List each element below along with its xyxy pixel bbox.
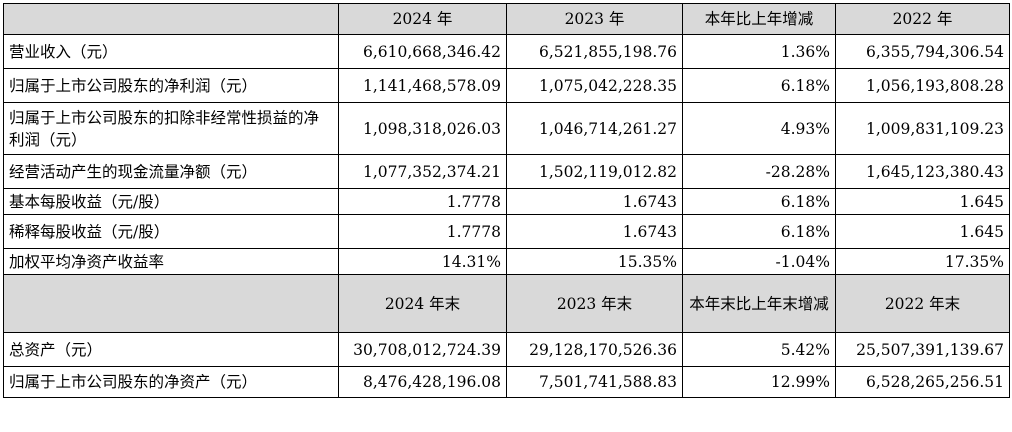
header-cell-2023: 2023 年 xyxy=(506,3,683,35)
value-cell: 14.31% xyxy=(338,248,507,275)
value-cell: 6,521,855,198.76 xyxy=(506,34,683,69)
value-cell: 1.6743 xyxy=(506,188,683,215)
header-row-years: 2024 年 2023 年 本年比上年增减 2022 年 xyxy=(3,3,1010,35)
row-label: 基本每股收益（元/股） xyxy=(3,188,339,215)
row-label: 经营活动产生的现金流量净额（元） xyxy=(3,154,339,189)
value-cell: 6,355,794,306.54 xyxy=(835,34,1010,69)
value-cell: 6,528,265,256.51 xyxy=(835,366,1010,398)
value-cell: 1,645,123,380.43 xyxy=(835,154,1010,189)
table-row: 营业收入（元） 6,610,668,346.42 6,521,855,198.7… xyxy=(3,34,1010,69)
value-cell: 1.7778 xyxy=(338,214,507,249)
table-row: 经营活动产生的现金流量净额（元） 1,077,352,374.21 1,502,… xyxy=(3,154,1010,189)
table-row: 稀释每股收益（元/股） 1.7778 1.6743 6.18% 1.645 xyxy=(3,214,1010,249)
header-cell-2024: 2024 年 xyxy=(338,3,507,35)
value-cell: 17.35% xyxy=(835,248,1010,275)
row-label: 归属于上市公司股东的净资产（元） xyxy=(3,366,339,398)
row-label: 营业收入（元） xyxy=(3,34,339,69)
table-row: 基本每股收益（元/股） 1.7778 1.6743 6.18% 1.645 xyxy=(3,188,1010,215)
value-cell: 25,507,391,139.67 xyxy=(835,332,1010,367)
header-cell-empty xyxy=(3,3,339,35)
table-row: 加权平均净资产收益率 14.31% 15.35% -1.04% 17.35% xyxy=(3,248,1010,275)
value-cell: -1.04% xyxy=(682,248,836,275)
value-cell: 1,009,831,109.23 xyxy=(835,102,1010,155)
value-cell: 4.93% xyxy=(682,102,836,155)
value-cell: 1.645 xyxy=(835,188,1010,215)
value-cell: 5.42% xyxy=(682,332,836,367)
row-label: 加权平均净资产收益率 xyxy=(3,248,339,275)
value-cell: 29,128,170,526.36 xyxy=(506,332,683,367)
value-cell: 1,046,714,261.27 xyxy=(506,102,683,155)
value-cell: 6.18% xyxy=(682,188,836,215)
value-cell: 1,077,352,374.21 xyxy=(338,154,507,189)
value-cell: 1.645 xyxy=(835,214,1010,249)
value-cell: 1,075,042,228.35 xyxy=(506,68,683,103)
value-cell: 1,141,468,578.09 xyxy=(338,68,507,103)
header-cell-change-end: 本年末比上年末增减 xyxy=(682,274,836,333)
value-cell: 30,708,012,724.39 xyxy=(338,332,507,367)
header-cell-2022-end: 2022 年末 xyxy=(835,274,1010,333)
row-label: 归属于上市公司股东的净利润（元） xyxy=(3,68,339,103)
value-cell: 7,501,741,588.83 xyxy=(506,366,683,398)
header-row-year-end: 2024 年末 2023 年末 本年末比上年末增减 2022 年末 xyxy=(3,274,1010,333)
value-cell: 12.99% xyxy=(682,366,836,398)
header-cell-empty xyxy=(3,274,339,333)
value-cell: 6.18% xyxy=(682,214,836,249)
header-cell-2024-end: 2024 年末 xyxy=(338,274,507,333)
value-cell: -28.28% xyxy=(682,154,836,189)
header-cell-2022: 2022 年 xyxy=(835,3,1010,35)
value-cell: 6.18% xyxy=(682,68,836,103)
value-cell: 15.35% xyxy=(506,248,683,275)
value-cell: 8,476,428,196.08 xyxy=(338,366,507,398)
value-cell: 1,056,193,808.28 xyxy=(835,68,1010,103)
header-cell-change: 本年比上年增减 xyxy=(682,3,836,35)
value-cell: 6,610,668,346.42 xyxy=(338,34,507,69)
financial-summary-table: 2024 年 2023 年 本年比上年增减 2022 年 营业收入（元） 6,6… xyxy=(3,3,1010,398)
row-label: 稀释每股收益（元/股） xyxy=(3,214,339,249)
value-cell: 1.6743 xyxy=(506,214,683,249)
row-label: 总资产（元） xyxy=(3,332,339,367)
value-cell: 1.36% xyxy=(682,34,836,69)
table-row: 归属于上市公司股东的扣除非经常性损益的净利润（元） 1,098,318,026.… xyxy=(3,102,1010,155)
header-cell-2023-end: 2023 年末 xyxy=(506,274,683,333)
table-row: 归属于上市公司股东的净资产（元） 8,476,428,196.08 7,501,… xyxy=(3,366,1010,398)
value-cell: 1,502,119,012.82 xyxy=(506,154,683,189)
table-row: 归属于上市公司股东的净利润（元） 1,141,468,578.09 1,075,… xyxy=(3,68,1010,103)
table-row: 总资产（元） 30,708,012,724.39 29,128,170,526.… xyxy=(3,332,1010,367)
value-cell: 1.7778 xyxy=(338,188,507,215)
value-cell: 1,098,318,026.03 xyxy=(338,102,507,155)
row-label: 归属于上市公司股东的扣除非经常性损益的净利润（元） xyxy=(3,102,339,155)
